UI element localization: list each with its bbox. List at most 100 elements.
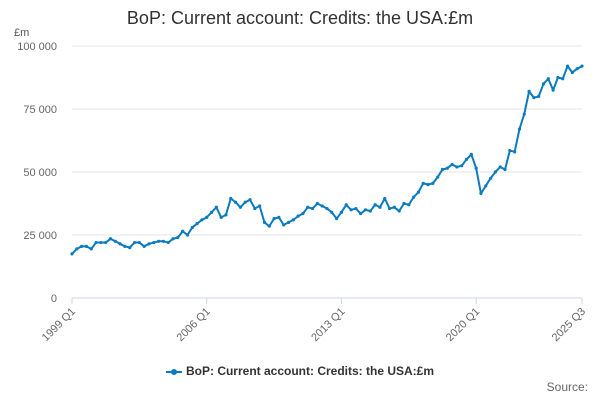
data-point[interactable]	[277, 215, 281, 219]
data-point[interactable]	[436, 175, 440, 179]
data-point[interactable]	[315, 201, 319, 206]
data-point[interactable]	[431, 181, 435, 185]
data-point[interactable]	[363, 208, 368, 212]
data-point[interactable]	[450, 162, 454, 167]
data-point[interactable]	[195, 222, 199, 226]
data-point[interactable]	[200, 218, 204, 222]
data-point[interactable]	[176, 235, 180, 240]
data-point[interactable]	[383, 196, 387, 201]
data-point[interactable]	[301, 211, 305, 216]
data-point[interactable]	[387, 206, 392, 211]
data-point[interactable]	[99, 240, 103, 245]
data-point[interactable]	[190, 225, 194, 230]
data-point[interactable]	[421, 181, 425, 185]
data-point[interactable]	[171, 237, 175, 241]
data-point[interactable]	[460, 164, 464, 168]
data-point[interactable]	[407, 203, 411, 207]
data-point[interactable]	[503, 167, 507, 172]
data-point[interactable]	[80, 244, 84, 248]
data-point[interactable]	[455, 165, 459, 169]
data-point[interactable]	[426, 183, 430, 187]
data-point[interactable]	[286, 220, 291, 224]
data-point[interactable]	[70, 252, 74, 256]
data-point[interactable]	[527, 89, 531, 93]
data-point[interactable]	[330, 210, 334, 214]
data-point[interactable]	[233, 200, 238, 204]
data-point[interactable]	[339, 210, 344, 214]
data-point[interactable]	[75, 247, 79, 251]
data-point[interactable]	[416, 190, 421, 194]
data-point[interactable]	[104, 240, 108, 245]
data-point[interactable]	[517, 127, 522, 131]
data-point[interactable]	[532, 96, 536, 100]
data-point[interactable]	[219, 215, 223, 219]
data-point[interactable]	[243, 200, 247, 204]
data-point[interactable]	[94, 240, 98, 245]
data-point[interactable]	[392, 205, 396, 209]
data-point[interactable]	[238, 205, 242, 209]
data-point[interactable]	[253, 206, 257, 211]
data-point[interactable]	[412, 195, 416, 199]
data-point[interactable]	[575, 67, 579, 71]
data-point[interactable]	[157, 239, 161, 243]
legend[interactable]: BoP: Current account: Credits: the USA:£…	[0, 364, 600, 378]
data-point[interactable]	[248, 198, 252, 202]
data-point[interactable]	[469, 152, 473, 156]
data-point[interactable]	[142, 244, 146, 248]
data-point[interactable]	[229, 196, 233, 201]
data-point[interactable]	[132, 240, 137, 245]
data-point[interactable]	[493, 170, 497, 174]
data-point[interactable]	[344, 203, 348, 207]
data-point[interactable]	[128, 246, 132, 250]
data-point[interactable]	[440, 167, 445, 172]
series-line[interactable]	[71, 65, 583, 255]
data-point[interactable]	[445, 166, 449, 170]
data-point[interactable]	[185, 233, 190, 237]
data-point[interactable]	[464, 157, 469, 161]
data-point[interactable]	[546, 77, 550, 81]
data-point[interactable]	[113, 239, 117, 243]
data-point[interactable]	[310, 206, 315, 211]
data-point[interactable]	[354, 206, 358, 211]
data-point[interactable]	[488, 176, 493, 180]
data-point[interactable]	[474, 166, 478, 170]
data-point[interactable]	[282, 223, 286, 227]
data-point[interactable]	[267, 224, 271, 228]
data-point[interactable]	[296, 214, 300, 218]
data-point[interactable]	[349, 208, 353, 212]
data-point[interactable]	[402, 201, 406, 206]
data-point[interactable]	[479, 191, 483, 196]
data-point[interactable]	[513, 150, 517, 154]
data-point[interactable]	[291, 218, 295, 222]
data-point[interactable]	[258, 204, 262, 208]
data-point[interactable]	[108, 237, 113, 241]
data-point[interactable]	[205, 215, 209, 219]
data-point[interactable]	[272, 217, 276, 221]
data-point[interactable]	[335, 217, 339, 221]
data-point[interactable]	[570, 70, 574, 75]
data-point[interactable]	[166, 240, 170, 245]
data-point[interactable]	[397, 209, 401, 213]
data-point[interactable]	[561, 77, 565, 81]
data-point[interactable]	[147, 242, 151, 246]
data-point[interactable]	[123, 244, 127, 248]
data-series[interactable]	[70, 64, 584, 256]
data-point[interactable]	[325, 206, 329, 211]
data-point[interactable]	[209, 210, 214, 214]
data-point[interactable]	[84, 244, 89, 248]
data-point[interactable]	[161, 239, 166, 243]
data-point[interactable]	[306, 205, 310, 209]
data-point[interactable]	[484, 184, 488, 188]
data-point[interactable]	[498, 165, 502, 169]
data-point[interactable]	[508, 148, 512, 153]
data-point[interactable]	[152, 240, 156, 245]
data-point[interactable]	[320, 204, 324, 208]
data-point[interactable]	[551, 88, 555, 92]
data-point[interactable]	[262, 220, 267, 224]
data-point[interactable]	[181, 229, 185, 233]
data-point[interactable]	[89, 247, 93, 251]
data-point[interactable]	[537, 94, 541, 98]
data-point[interactable]	[565, 64, 570, 68]
data-point[interactable]	[556, 75, 560, 80]
data-point[interactable]	[224, 213, 228, 217]
